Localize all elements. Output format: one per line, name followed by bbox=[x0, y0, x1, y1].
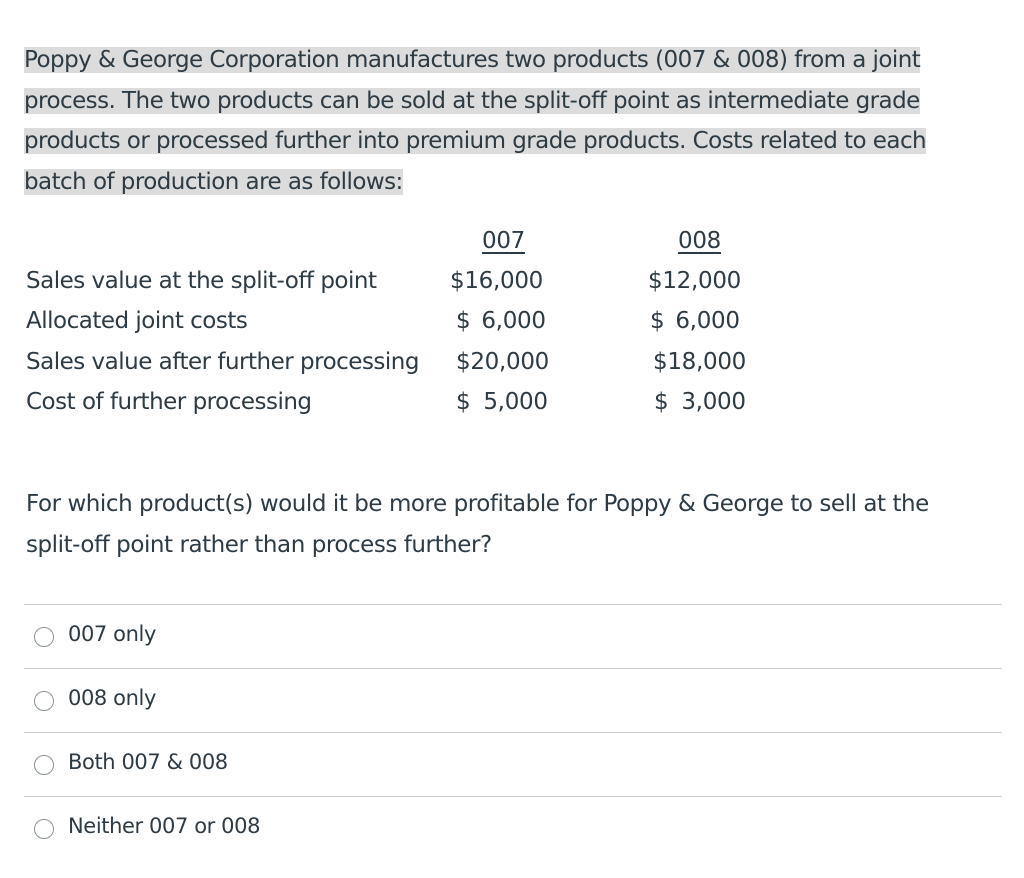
intro-line-2: process. The two products can be sold at… bbox=[24, 87, 920, 114]
row-label-sales-split-off: Sales value at the split-off point bbox=[26, 268, 377, 294]
answer-options: 007 only 008 only Both 007 & 008 Neither… bbox=[24, 604, 1002, 860]
cell-008-sales-further: $18,000 bbox=[653, 349, 747, 375]
radio-button[interactable] bbox=[34, 691, 54, 711]
intro-line-3: products or processed further into premi… bbox=[24, 128, 927, 154]
cell-007-sales-further: $20,000 bbox=[456, 349, 550, 375]
question-line-2: split-off point rather than process furt… bbox=[26, 532, 492, 558]
cell-008-joint-costs: $ 6,000 bbox=[650, 308, 740, 334]
question-text: For which product(s) would it be more pr… bbox=[26, 484, 996, 566]
question-intro: Poppy & George Corporation manufactures … bbox=[24, 40, 984, 202]
cell-008-further-cost: $ 3,000 bbox=[654, 389, 746, 415]
answer-option[interactable]: 008 only bbox=[24, 668, 1002, 732]
radio-button[interactable] bbox=[34, 755, 54, 775]
column-header-007: 007 bbox=[482, 228, 525, 254]
row-label-further-cost: Cost of further processing bbox=[26, 389, 312, 415]
answer-option[interactable]: 007 only bbox=[24, 604, 1002, 668]
intro-line-4: batch of production are as follows: bbox=[24, 168, 403, 195]
cell-007-joint-costs: $ 6,000 bbox=[456, 308, 546, 334]
question-line-1: For which product(s) would it be more pr… bbox=[26, 491, 929, 517]
row-label-sales-further: Sales value after further processing bbox=[26, 349, 419, 375]
intro-line-1: Poppy & George Corporation manufactures … bbox=[24, 47, 921, 73]
cell-008-sales-split-off: $12,000 bbox=[648, 268, 742, 294]
row-label-joint-costs: Allocated joint costs bbox=[26, 308, 248, 334]
cell-007-further-cost: $ 5,000 bbox=[456, 389, 548, 415]
answer-label[interactable]: Both 007 & 008 bbox=[68, 750, 228, 774]
answer-label[interactable]: Neither 007 or 008 bbox=[68, 814, 261, 838]
column-header-008: 008 bbox=[678, 228, 721, 254]
answer-option[interactable]: Both 007 & 008 bbox=[24, 732, 1002, 796]
cell-007-sales-split-off: $16,000 bbox=[450, 268, 544, 294]
radio-button[interactable] bbox=[34, 819, 54, 839]
answer-option[interactable]: Neither 007 or 008 bbox=[24, 796, 1002, 860]
answer-label[interactable]: 008 only bbox=[68, 686, 156, 710]
answer-label[interactable]: 007 only bbox=[68, 622, 156, 646]
radio-button[interactable] bbox=[34, 627, 54, 647]
